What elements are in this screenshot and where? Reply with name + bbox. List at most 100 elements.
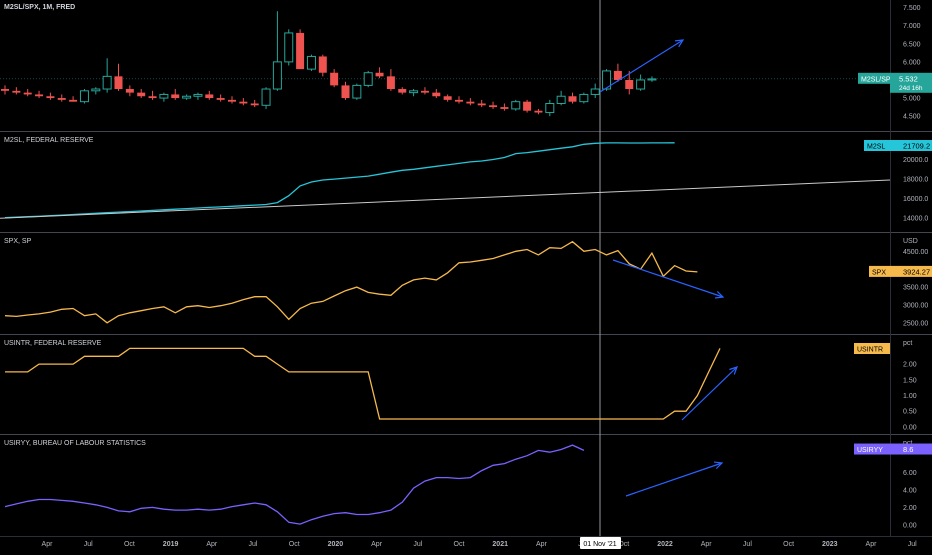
candle-body [534,110,543,113]
bar-countdown: 24d 16h [899,85,923,92]
candle-body [432,92,441,97]
last-value-badge-label [858,72,890,84]
pane-title: M2SL, FEDERAL RESERVE [4,137,94,144]
series-badge-label [869,265,890,277]
candle-body [216,98,225,100]
y-tick-label: 4500.00 [903,249,928,256]
y-tick-label: 1.00 [903,393,917,400]
candle-body [79,90,89,103]
series-badge: USIRYY [857,447,883,454]
candle-body [91,88,101,92]
y-tick-label: 0.00 [903,522,917,529]
unit-label: pct [903,340,912,347]
series-badge-label [854,343,890,354]
x-tick-label: Apr [42,541,54,548]
candle-body [239,101,248,104]
candle-body [12,90,21,93]
candle-body [556,95,566,104]
y-tick-label: 4.00 [903,487,917,494]
candle-body [352,84,362,99]
trend-arrow[interactable] [625,462,723,497]
x-tick-label: Oct [454,541,465,548]
y-tick-label: 4.500 [903,114,921,121]
y-tick-label: 6.500 [903,41,921,48]
x-tick-label: Oct [618,541,629,548]
candle-body [57,98,66,100]
candle-body [590,88,600,95]
trend-arrow-head [674,39,685,48]
candle-body [455,99,463,102]
candle-body [306,55,316,70]
candle-body [114,76,123,90]
series-last-value: 3924.27 [903,267,930,276]
candle-body [228,99,236,102]
y-tick-label: 1.50 [903,377,917,384]
trend-arrow[interactable] [681,366,738,421]
candle-body [489,105,498,108]
series-last-value: 8.6 [903,445,913,454]
candle-body [420,90,429,93]
y-tick-label: 0.50 [903,409,917,416]
candle-body [466,101,475,104]
y-tick-label: 3500.00 [903,285,928,292]
x-tick-label: Jul [413,541,422,548]
pane-title: USINTR, FEDERAL RESERVE [4,340,102,347]
candle-body [579,93,589,103]
candle-body [363,72,373,86]
x-tick-label: Jul [84,541,93,548]
x-tick-label: Oct [289,541,300,548]
y-tick-label: 0.00 [903,424,917,431]
trend-arrow[interactable] [599,39,684,93]
candle-body [23,92,32,95]
x-tick-label: Jul [743,541,752,548]
y-tick-label: 7.000 [903,23,921,30]
candle-body [261,88,271,106]
pane-title: USIRYY, BUREAU OF LABOUR STATISTICS [4,440,146,447]
last-value: 5.532 [899,74,918,83]
candle-body [647,78,657,81]
y-tick-label: 6.00 [903,470,917,477]
candle-body [102,75,112,90]
trend-arrow-head [713,461,724,470]
trend-arrow[interactable] [612,259,724,298]
candle-body [35,94,44,97]
series-line [4,240,698,324]
candle-body [205,94,214,99]
candle-body [511,101,521,110]
series-line [4,444,585,525]
candle-body [250,103,259,106]
y-tick-label: 3000.00 [903,302,928,309]
unit-label: pct [903,440,912,447]
candle-body [193,93,203,97]
candle-body [568,96,577,102]
x-tick-label: Apr [371,541,383,548]
x-tick-label: Jul [908,541,917,548]
candle-body [330,72,339,86]
candle-body [545,102,555,114]
candle-body [625,79,634,90]
candle-body [375,72,384,77]
x-tick-label: 2023 [822,541,838,548]
y-tick-label: 2500.00 [903,320,928,327]
candle-body [171,94,180,99]
series-value-badge [890,265,932,277]
y-tick-label: 2.00 [903,505,917,512]
x-tick-label: Oct [783,541,794,548]
candle-body [341,85,350,99]
crosshair-date-label: 01 Nov '21 [583,541,616,548]
x-tick-label: Jul [249,541,258,548]
series-badge-label [854,443,890,455]
series-badge: USINTR [857,347,883,354]
candle-body [46,96,55,99]
candle-body [523,101,532,111]
x-tick-label: Apr [206,541,218,548]
x-tick-label: 2020 [328,541,344,548]
last-value-badge [890,72,932,93]
trend-line[interactable] [0,179,891,219]
candle-body [296,32,305,70]
series-last-value: 21709.2 [903,142,930,151]
series-badge-label [864,140,890,151]
y-tick-label: 2.00 [903,362,917,369]
